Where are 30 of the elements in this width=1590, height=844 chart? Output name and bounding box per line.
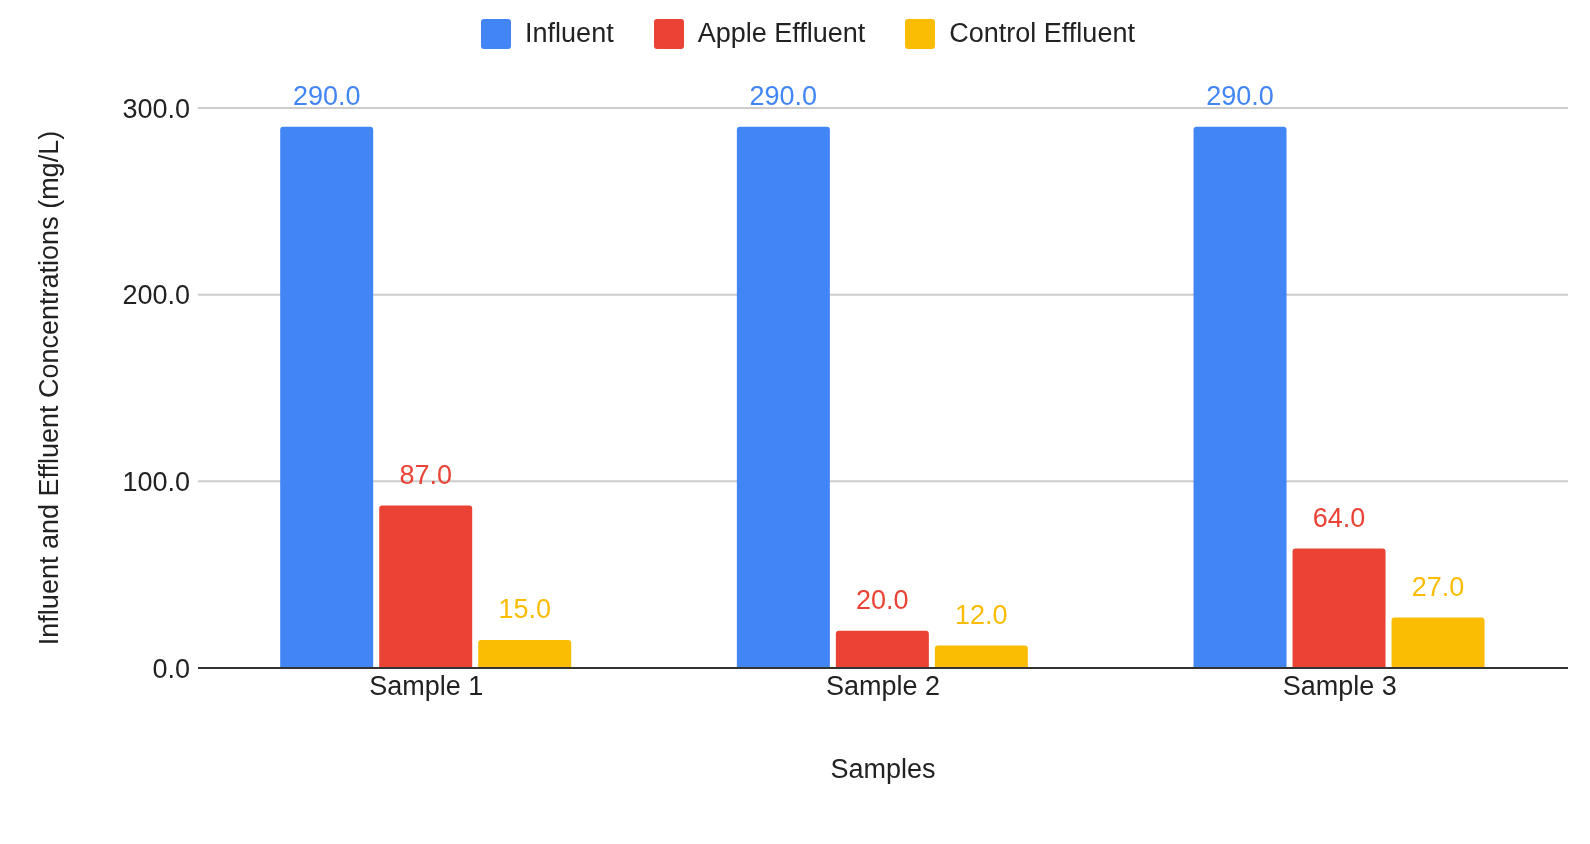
x-tick-label: Sample 3 [1282,671,1397,702]
bar [280,126,374,668]
bar [379,505,473,668]
data-label: 64.0 [1312,502,1366,533]
data-label: 15.0 [498,594,551,624]
legend-label: Control Effluent [949,18,1135,49]
y-tick-label: 0.0 [152,653,190,684]
x-tick-label: Sample 2 [825,671,941,702]
y-tick-label: 200.0 [122,280,190,311]
data-label: 12.0 [955,599,1008,630]
y-tick-label: 100.0 [122,466,190,497]
data-label: 290.0 [292,80,361,111]
data-label: 290.0 [1206,80,1274,111]
bar [478,640,572,668]
bar [1391,617,1485,668]
y-tick-label: 300.0 [122,93,190,124]
bar [835,630,929,668]
y-axis-title: Influent and Effluent Concentrations (mg/L) [33,130,64,646]
data-label: 27.0 [1411,571,1465,602]
bar [934,645,1028,668]
data-label: 87.0 [399,459,452,490]
legend-label: Apple Effluent [697,18,866,49]
x-axis-title: Samples [830,754,936,784]
data-label: 20.0 [856,584,909,615]
legend-label: Influent [525,18,614,49]
bar [1292,548,1386,668]
x-tick-label: Sample 1 [369,671,484,702]
bar [736,126,830,668]
bar [1193,126,1287,668]
data-label: 290.0 [749,80,818,111]
